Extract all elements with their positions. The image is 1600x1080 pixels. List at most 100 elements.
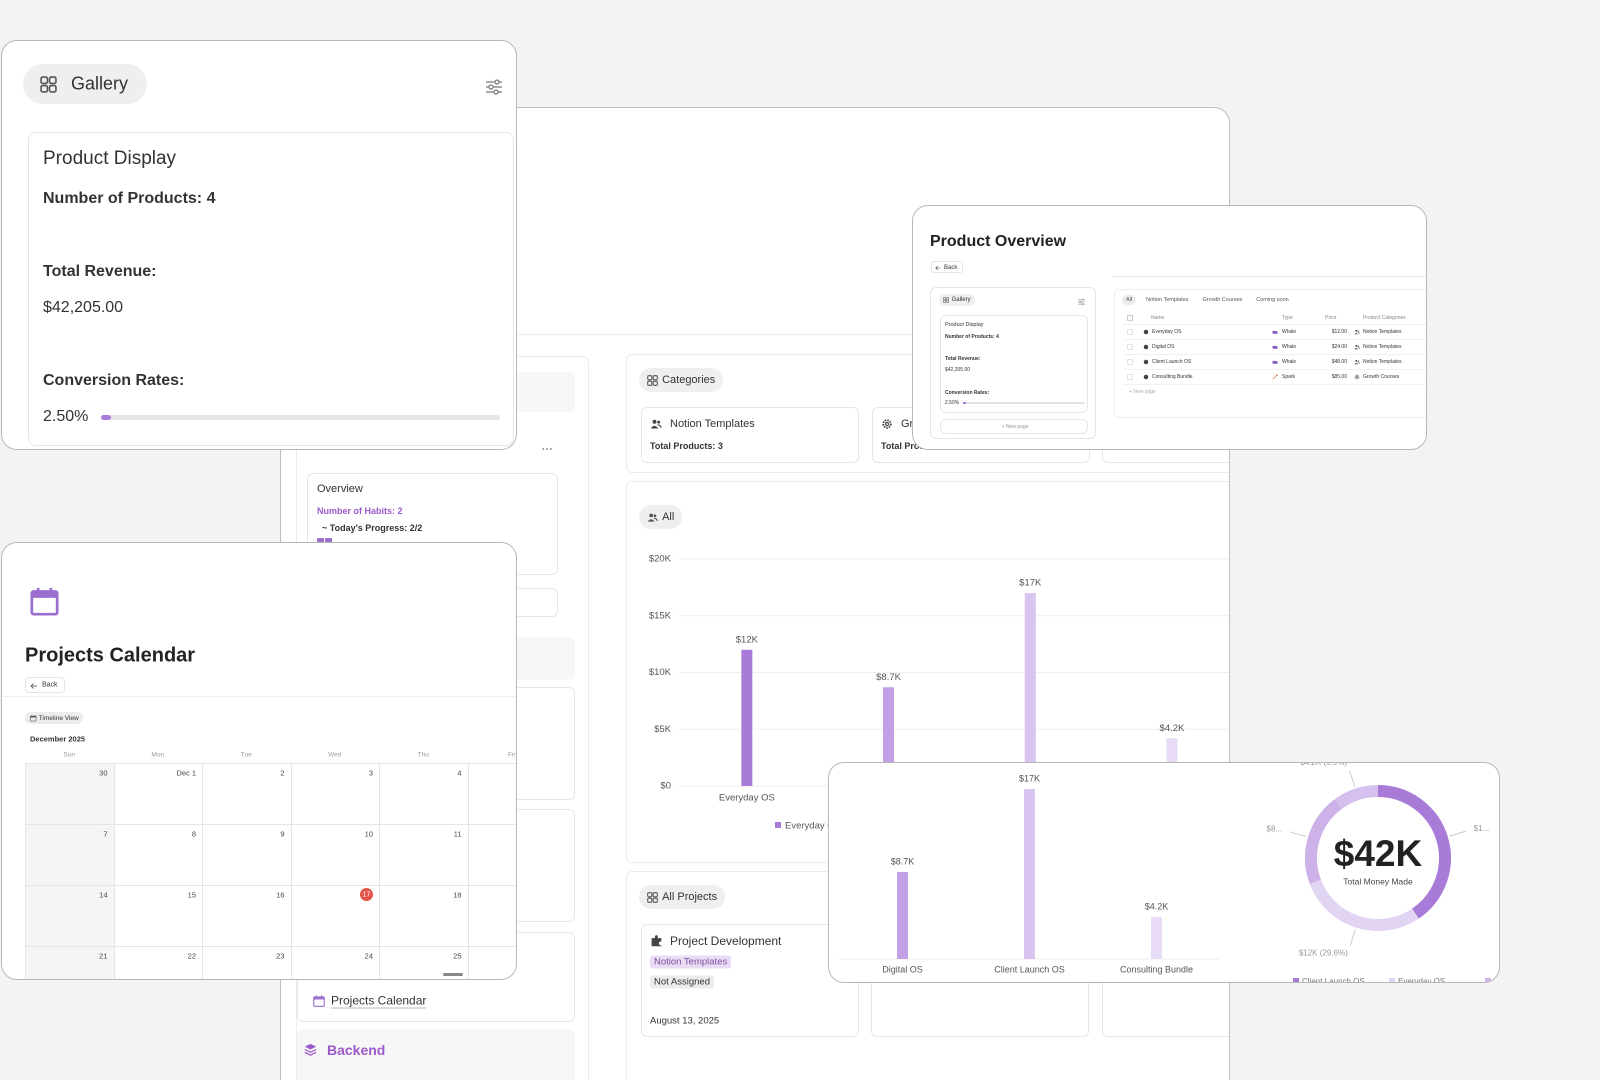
grid-icon: [943, 297, 950, 303]
mini-product-card: Product Display Number of Products: 4 Tota…: [940, 315, 1088, 413]
arrow-icon: [30, 683, 37, 689]
table-cell: $48.00: [1331, 359, 1347, 365]
bar: [1151, 917, 1162, 959]
chart-tag-label: All: [662, 511, 675, 523]
day-number: 23: [276, 951, 285, 961]
grid-icon-part: [40, 76, 49, 85]
day-cell: 9: [202, 824, 291, 885]
day-cell: 7: [25, 824, 114, 885]
leader-line: [1349, 770, 1356, 787]
whale-icon: [1272, 360, 1278, 364]
gear-icon-part: [1355, 375, 1359, 379]
legend-label: Digital OS: [1494, 977, 1500, 983]
legend-swatch: [1485, 978, 1491, 982]
checkbox-icon: [1127, 359, 1133, 365]
value-label: $17K: [1019, 578, 1042, 589]
checkbox-icon-part: [1127, 374, 1133, 380]
mini-products: Number of Products: 4: [945, 334, 999, 340]
money-chart: $8.7K Digital OS $17K Client Launch OS $4.2K…: [839, 763, 1500, 983]
donut-segment: [1309, 879, 1419, 931]
conversion-value: 2.50%: [43, 408, 89, 425]
bar: [897, 872, 908, 959]
circle-icon: [1143, 374, 1149, 380]
mini-conversion-label: 2.50%: [945, 400, 960, 406]
people-icon-part: [1357, 347, 1360, 349]
value-label: $8.7K: [876, 672, 901, 683]
day-cell: 15: [113, 885, 202, 946]
mini-gallery: Gallery Product Display Number of Products…: [930, 287, 1096, 439]
people-icon-part: [1357, 330, 1360, 332]
product-overview-card: Product Overview Back Gallery Product Displ…: [912, 205, 1427, 450]
people-icon: [1354, 359, 1360, 365]
circle-icon-part: [1143, 344, 1149, 350]
checkbox-icon-part: [1127, 359, 1133, 365]
table-cell: Growth Courses: [1363, 374, 1400, 380]
weekday-label: Mon: [151, 751, 165, 759]
table-tab: All: [1122, 295, 1137, 305]
circle-icon: [1143, 359, 1149, 365]
dots-icon: [542, 448, 552, 450]
circle-icon: [1143, 329, 1149, 335]
row-line: [1123, 339, 1426, 340]
checkbox-icon: [1127, 344, 1133, 350]
month-label: December 2025: [30, 734, 86, 744]
y-tick-label: $5K: [654, 724, 672, 735]
table-tab: Notion Templates: [1146, 297, 1189, 303]
puzzle-icon-part: [651, 935, 662, 947]
day-cell: 16: [202, 885, 291, 946]
day-number: 14: [99, 890, 108, 900]
project-card: Project Development Notion Templates Not A…: [641, 924, 859, 1037]
table-tab: Coming soon: [1256, 297, 1289, 303]
people-icon-part: [657, 420, 661, 424]
day-cell: Dec 1: [113, 763, 202, 824]
mini-gallery-tab: Gallery: [939, 294, 975, 306]
day-number: 18: [453, 890, 462, 900]
day-cell: 30: [25, 763, 114, 824]
column-header: Product Categories: [1363, 315, 1406, 321]
weekday-label: Wed: [328, 751, 342, 759]
circle-icon-part: [1143, 329, 1149, 335]
value-label: $4.2K: [1160, 723, 1185, 734]
day-number: Dec 1: [176, 768, 196, 778]
new-page-button: + New page: [940, 419, 1088, 434]
day-number: 21: [99, 951, 108, 961]
y-tick-label: $15K: [649, 610, 672, 621]
grid-icon-part: [48, 76, 57, 85]
people-icon-part: [657, 424, 662, 428]
progress-block: [317, 538, 324, 544]
people-icon-part: [1355, 359, 1358, 362]
donut-segment: [1305, 799, 1343, 884]
grid-icon-part: [646, 891, 653, 897]
today-progress: ~ Today's Progress: 2/2: [322, 523, 423, 533]
grid-icon: [646, 374, 658, 386]
stack-icon: [304, 1043, 317, 1056]
legend-label: Client Launch OS: [1302, 977, 1365, 983]
checkbox-icon-part: [1127, 315, 1133, 321]
day-cell: 21: [25, 946, 114, 979]
category-total: Total Products: 3: [650, 441, 723, 451]
project-date: August 13, 2025: [650, 1015, 720, 1027]
day-number: 25: [453, 951, 462, 961]
x-tick-label: Everyday OS: [719, 793, 775, 804]
y-tick-label: $10K: [649, 667, 672, 678]
column-header: Type: [1282, 315, 1293, 321]
calendar-icon-part: [31, 591, 58, 598]
people-icon: [1354, 329, 1360, 335]
grid-icon-part: [652, 380, 658, 386]
stack-icon-part: [304, 1051, 317, 1056]
y-tick-label: $0: [660, 781, 671, 792]
donut-center-label: $42K: [1334, 833, 1423, 874]
day-number: 9: [280, 829, 285, 839]
table-cell: Whale: [1282, 359, 1297, 365]
revenue-value: $42,205.00: [43, 299, 124, 316]
gear-icon: [1354, 374, 1360, 380]
people-icon-part: [650, 425, 659, 429]
category-card: Notion Templates Total Products: 3: [641, 407, 859, 463]
products-count: Number of Products: 4: [43, 190, 216, 207]
category-name: Notion Templates: [670, 418, 755, 430]
calendar-icon-part: [313, 996, 325, 1000]
project-name: Project Development: [670, 934, 782, 948]
day-cell: 2: [202, 763, 291, 824]
table-cell: Whale: [1282, 344, 1297, 350]
divider: [1113, 276, 1426, 277]
